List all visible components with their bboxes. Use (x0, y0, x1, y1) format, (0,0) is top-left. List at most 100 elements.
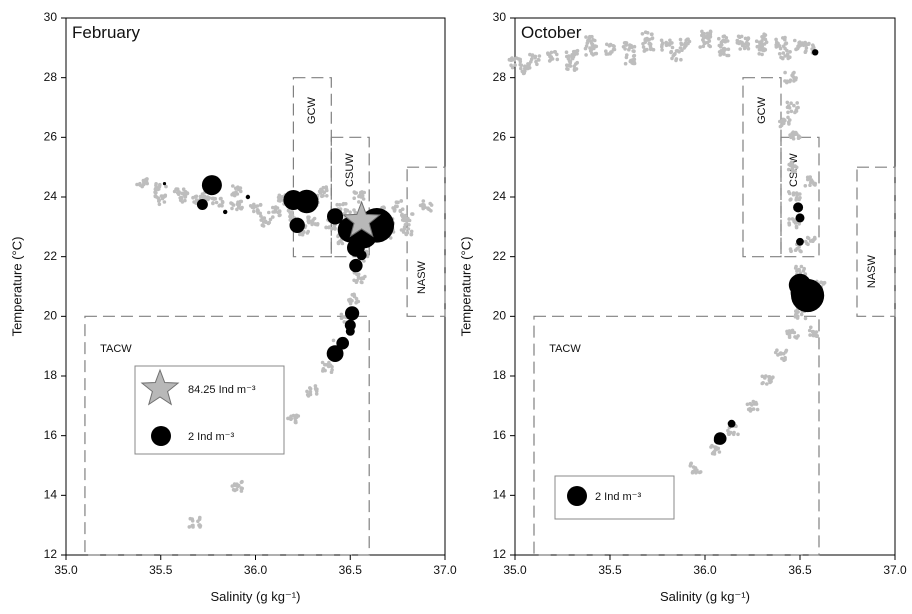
ts-background-point (573, 49, 577, 54)
ts-background-point (783, 79, 787, 83)
ts-background-point (821, 281, 825, 285)
ts-background-point (731, 432, 736, 437)
water-mass-box-gcw (292, 77, 332, 258)
x-tick-label: 35.0 (503, 563, 527, 577)
ts-background-point (795, 310, 799, 315)
ts-background-point (220, 200, 225, 205)
ts-background-point (312, 216, 317, 221)
ts-background-point (755, 407, 760, 412)
ts-background-point (548, 54, 552, 59)
ts-background-point (594, 51, 599, 56)
station-abundance-circle (289, 217, 305, 233)
ts-background-point (797, 245, 801, 249)
y-tick-label: 30 (44, 10, 58, 24)
ts-background-point (144, 177, 148, 182)
ts-background-point (743, 45, 747, 50)
ts-background-point (308, 391, 312, 395)
ts-background-point (787, 223, 792, 227)
ts-background-point (402, 225, 407, 229)
ts-background-point (252, 202, 256, 207)
ts-background-point (631, 54, 636, 58)
ts-background-point (798, 135, 802, 139)
ts-background-point (232, 482, 237, 486)
ts-background-point (809, 325, 813, 330)
ts-background-point (240, 486, 244, 491)
ts-background-point (790, 170, 795, 174)
panel-title: February (72, 23, 141, 42)
station-abundance-circle (795, 213, 805, 223)
ts-background-point (698, 470, 703, 474)
ts-background-point (712, 449, 717, 454)
ts-background-point (555, 52, 559, 57)
y-tick-label: 16 (493, 428, 507, 442)
ts-background-point (723, 47, 728, 52)
ts-background-point (789, 249, 793, 254)
ts-background-point (797, 41, 801, 45)
ts-background-point (549, 50, 554, 55)
ts-background-point (348, 210, 352, 214)
ts-background-point (565, 63, 569, 67)
ts-background-point (238, 199, 243, 204)
ts-background-point (678, 37, 683, 42)
ts-background-point (135, 182, 139, 187)
ts-background-point (762, 42, 767, 46)
ts-background-point (350, 293, 355, 297)
ts-background-point (792, 79, 796, 83)
water-mass-label-csuw: CSUW (344, 153, 356, 187)
ts-background-point (710, 443, 714, 448)
ts-background-point (314, 387, 318, 392)
y-tick-label: 20 (44, 309, 58, 323)
ts-background-point (536, 57, 541, 62)
x-tick-label: 35.5 (598, 563, 622, 577)
ts-background-point (785, 105, 790, 110)
ts-background-point (650, 32, 654, 36)
ts-background-point (428, 201, 433, 206)
station-abundance-circle (793, 202, 804, 213)
ts-background-point (231, 487, 236, 492)
ts-background-point (258, 203, 263, 207)
ts-background-point (410, 212, 415, 216)
y-tick-label: 26 (493, 130, 507, 144)
ts-background-point (153, 194, 158, 198)
ts-background-point (679, 41, 683, 46)
station-abundance-circle (349, 258, 363, 273)
ts-background-point (518, 59, 523, 64)
ts-background-point (708, 29, 713, 34)
ts-background-point (746, 36, 751, 41)
y-tick-label: 14 (493, 488, 507, 502)
ts-background-point (236, 185, 240, 189)
ts-background-point (799, 312, 804, 317)
ts-background-point (781, 51, 786, 55)
ts-background-point (793, 169, 797, 173)
ts-background-point (174, 187, 178, 192)
ts-background-point (314, 392, 319, 396)
ts-background-point (714, 446, 719, 450)
ts-background-point (759, 48, 763, 52)
legend-circle-marker (567, 486, 587, 506)
y-axis-label: Temperature (°C) (458, 237, 473, 337)
ts-background-point (588, 34, 592, 39)
ts-background-point (702, 41, 707, 46)
x-tick-label: 35.0 (54, 563, 78, 577)
ts-background-point (240, 205, 244, 210)
ts-background-point (230, 201, 234, 206)
ts-background-point (789, 109, 794, 114)
ts-background-point (399, 199, 404, 203)
ts-background-point (777, 44, 782, 48)
ts-background-point (804, 46, 809, 50)
ts-background-point (320, 194, 324, 199)
ts-background-point (526, 64, 530, 68)
water-mass-box-csuw (330, 136, 370, 258)
ts-background-point (632, 57, 637, 62)
ts-background-point (219, 196, 223, 201)
ts-background-point (746, 42, 751, 46)
ts-background-point (509, 57, 514, 61)
ts-background-point (279, 196, 283, 201)
ts-background-point (586, 39, 590, 43)
station-abundance-circle (326, 345, 344, 362)
water-mass-label-nasw: NASW (866, 254, 878, 288)
ts-background-point (394, 204, 398, 208)
y-tick-label: 12 (493, 547, 507, 561)
ts-background-point (754, 39, 759, 43)
ts-background-point (783, 357, 787, 362)
